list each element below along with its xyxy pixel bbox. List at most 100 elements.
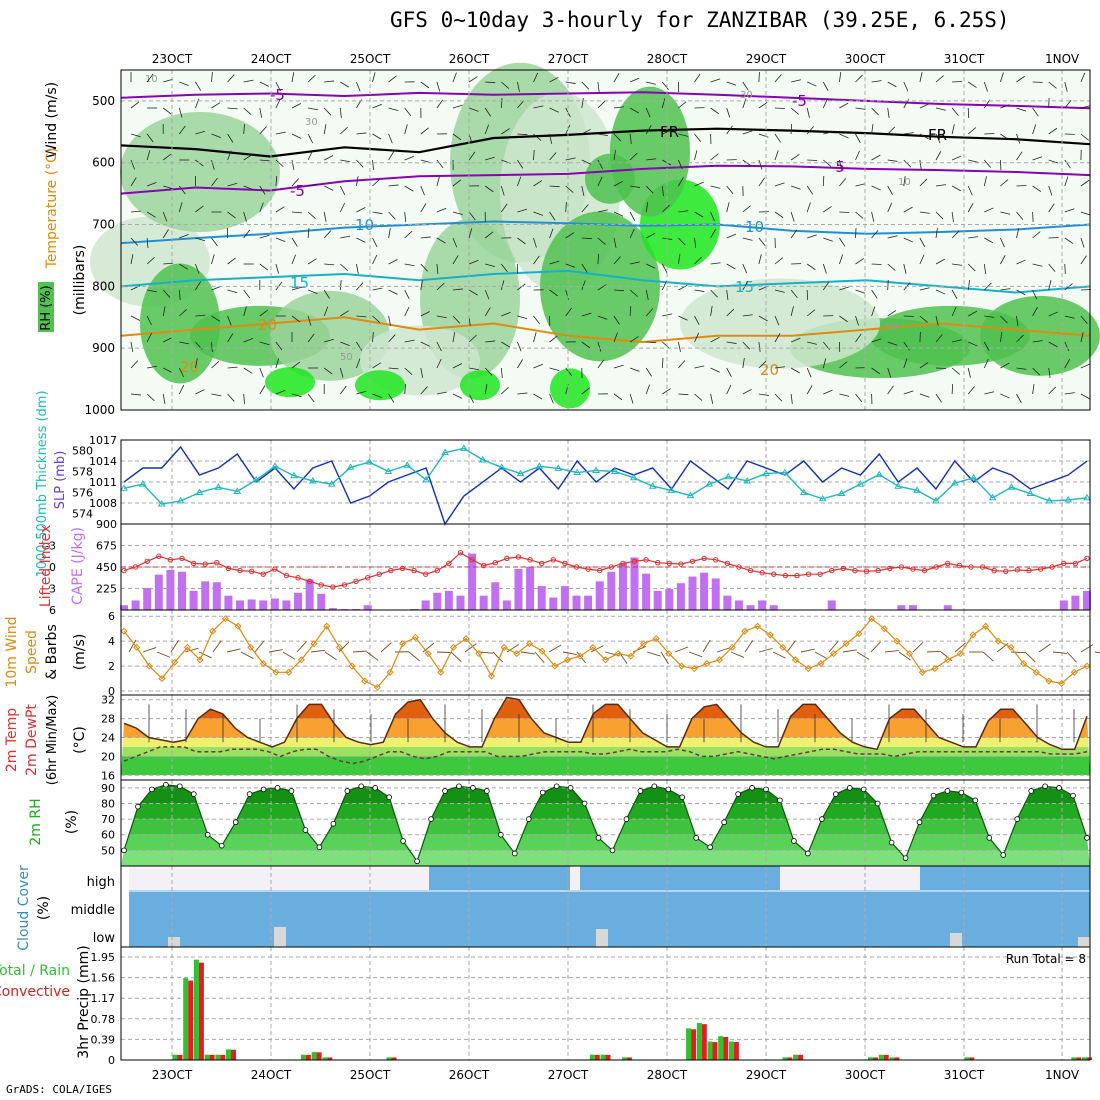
li-marker <box>399 565 406 572</box>
wind-barb <box>484 124 489 135</box>
wind-barb <box>662 129 672 135</box>
precip-tick: 1.17 <box>91 992 116 1005</box>
wind-barb <box>1080 133 1089 141</box>
wind-barb <box>839 159 843 170</box>
wind-barb <box>146 73 154 83</box>
contour-label: -5 <box>290 182 305 200</box>
wind-barb <box>967 263 976 272</box>
precip-rain-bar <box>878 1054 884 1060</box>
wind-barb <box>790 185 801 190</box>
wind-barb <box>517 81 520 92</box>
precip-convective-bar <box>316 1052 322 1060</box>
wind-barb <box>968 159 979 163</box>
wind-barb <box>935 211 944 220</box>
wind-barb <box>678 177 684 187</box>
wind-barb <box>1000 255 1006 265</box>
wind-barb <box>1016 228 1020 239</box>
precip-panel: 0 0.39 0.78 1.17 1.56 1.95 Run Total = 8 3hr Pr… <box>0 945 1092 1067</box>
wind-barb <box>211 72 213 83</box>
wind-barb <box>742 341 751 350</box>
wind-barb <box>388 107 399 111</box>
rh-marker <box>902 855 909 861</box>
li-marker <box>608 564 615 570</box>
cape-bar <box>618 563 627 610</box>
rh-tick: 50 <box>101 844 115 857</box>
wind-barb <box>1048 341 1058 348</box>
cloud-low-bar <box>168 937 180 947</box>
rh-marker <box>470 785 476 791</box>
wind-barb <box>195 130 206 135</box>
precip-convective-bar <box>723 1036 729 1060</box>
wind-barb <box>786 640 796 653</box>
rh-marker <box>149 786 155 793</box>
wind-barb <box>871 107 879 116</box>
cloud-low-bar <box>596 929 608 947</box>
wind-barb <box>887 107 890 118</box>
wind-barb <box>404 306 410 317</box>
thickness-marker <box>233 487 242 494</box>
thickness-tick: 574 <box>72 508 93 521</box>
wind-barb <box>324 185 334 191</box>
wind-barb <box>967 81 977 88</box>
wind-barb <box>1000 362 1010 369</box>
thickness-marker <box>913 486 921 493</box>
wind-barb <box>478 651 493 654</box>
wind-barb <box>452 179 462 187</box>
wind-barb <box>178 384 185 395</box>
x-tick-top: 30OCT <box>845 52 886 66</box>
thickness-marker <box>384 467 393 474</box>
x-tick-top: 23OCT <box>152 52 193 66</box>
wind-barb <box>822 175 825 187</box>
wind-barb <box>613 393 623 401</box>
wind-barb <box>774 393 783 402</box>
wind-barb <box>485 81 496 84</box>
wind-barb <box>178 107 183 118</box>
wind-barb <box>758 71 760 83</box>
wind-barb <box>517 237 526 245</box>
wind-barb <box>549 228 554 239</box>
wind-barb <box>468 211 476 221</box>
wind-barb <box>790 229 798 239</box>
wind-barb <box>613 237 617 248</box>
thickness-marker <box>629 473 638 481</box>
rh-band <box>121 787 1090 804</box>
wind-barb <box>420 263 428 272</box>
wind-barb <box>468 259 479 265</box>
wind-barb <box>533 332 537 343</box>
wind-barb <box>179 81 189 86</box>
cape-bar <box>560 586 569 610</box>
wind-barb <box>887 159 898 162</box>
temp-unit-label: (°C) <box>72 726 88 754</box>
wind-barb <box>952 263 963 266</box>
rh-shading <box>270 290 390 381</box>
thickness-marker <box>667 486 676 493</box>
wind-barb <box>1080 255 1087 265</box>
wind-barb <box>275 98 281 109</box>
wind-barb <box>484 384 488 395</box>
precip-tick: 0.78 <box>91 1013 116 1026</box>
li-marker <box>167 557 174 563</box>
wind-barb <box>678 101 687 109</box>
wind-barb <box>195 98 200 109</box>
li-marker <box>144 558 150 564</box>
cloud-axis-label: Cloud Cover <box>16 865 32 951</box>
wind-barb <box>842 649 857 653</box>
wind-barb <box>887 310 897 317</box>
rh-marker <box>302 827 309 833</box>
wind-barb <box>645 384 650 395</box>
wind-barb <box>211 177 218 187</box>
thickness-marker <box>346 463 355 470</box>
cape-tick: 675 <box>96 540 117 553</box>
wind-barb <box>919 159 922 170</box>
li-marker <box>202 561 208 567</box>
wind-barb <box>926 650 942 653</box>
precip-convective-bar <box>712 1042 718 1060</box>
wind-marker <box>677 662 686 670</box>
wind-barb <box>275 358 280 369</box>
li-marker <box>1003 568 1009 574</box>
rh-marker <box>679 794 686 800</box>
wind-barb <box>855 227 857 239</box>
rh-marker <box>944 788 951 794</box>
li-marker <box>840 565 847 572</box>
